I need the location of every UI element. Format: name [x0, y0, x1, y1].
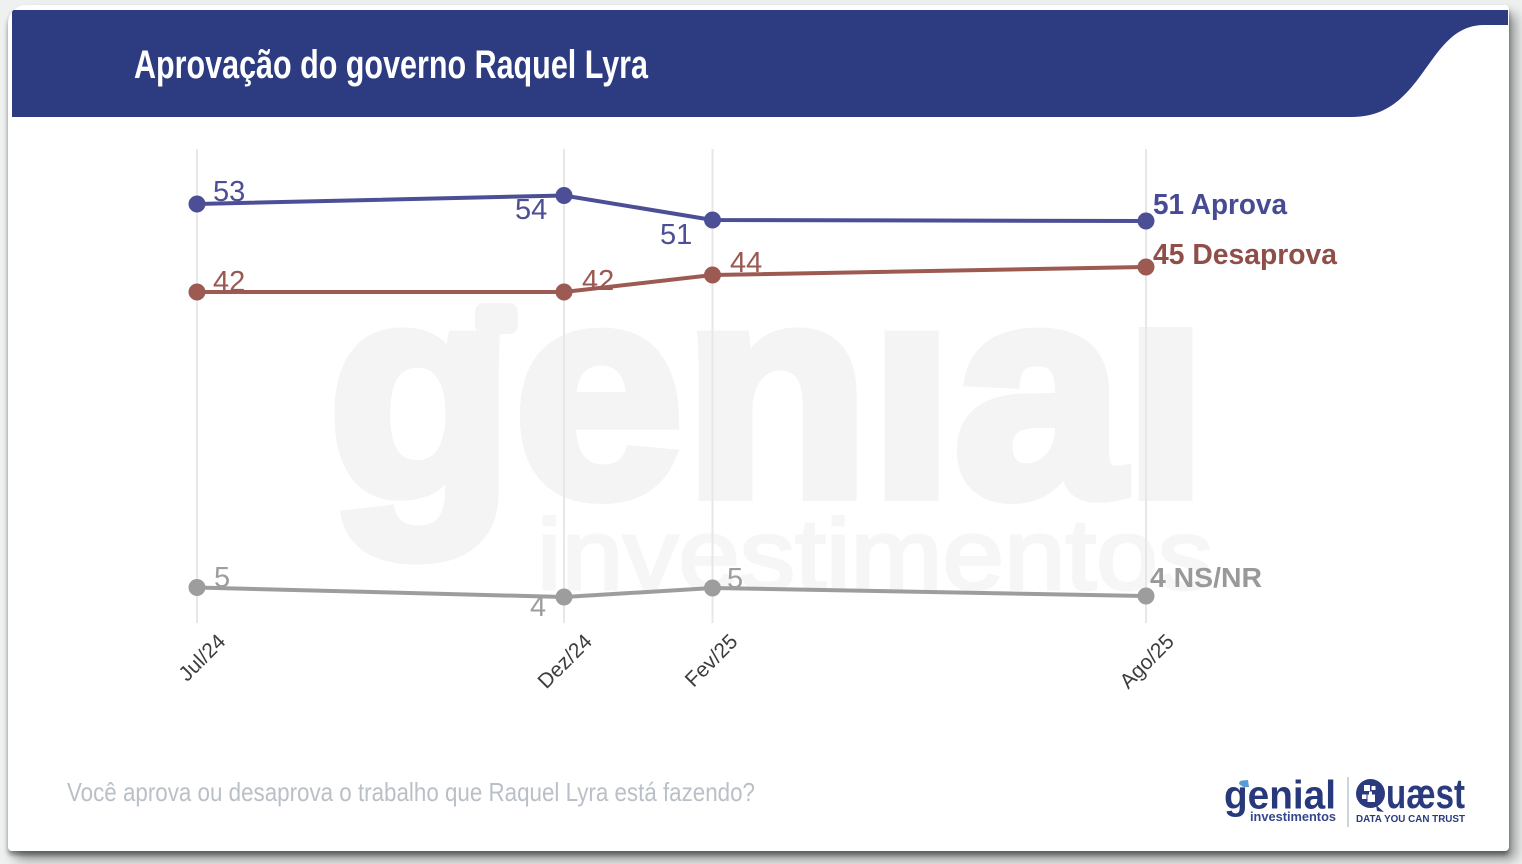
svg-text:4 NS/NR: 4 NS/NR: [1150, 562, 1262, 593]
svg-text:uæst: uæst: [1386, 770, 1465, 817]
svg-text:45 Desaprova: 45 Desaprova: [1153, 239, 1338, 271]
svg-text:DATA YOU CAN TRUST: DATA YOU CAN TRUST: [1356, 814, 1465, 825]
svg-text:4: 4: [530, 591, 546, 623]
svg-text:44: 44: [730, 247, 762, 279]
svg-text:51 Aprova: 51 Aprova: [1153, 189, 1288, 221]
svg-text:51: 51: [660, 219, 692, 251]
svg-text:53: 53: [213, 176, 245, 208]
svg-text:Aprovação do governo Raquel Ly: Aprovação do governo Raquel Lyra: [134, 43, 649, 87]
svg-text:Você aprova ou desaprova o tra: Você aprova ou desaprova o trabalho que …: [67, 777, 755, 807]
svg-text:54: 54: [515, 194, 547, 226]
svg-text:investimentos: investimentos: [1250, 809, 1336, 824]
svg-text:42: 42: [582, 265, 614, 297]
svg-text:5: 5: [727, 563, 743, 595]
svg-text:42: 42: [213, 266, 245, 298]
svg-text:genial: genial: [328, 223, 1208, 561]
svg-text:5: 5: [214, 562, 230, 594]
